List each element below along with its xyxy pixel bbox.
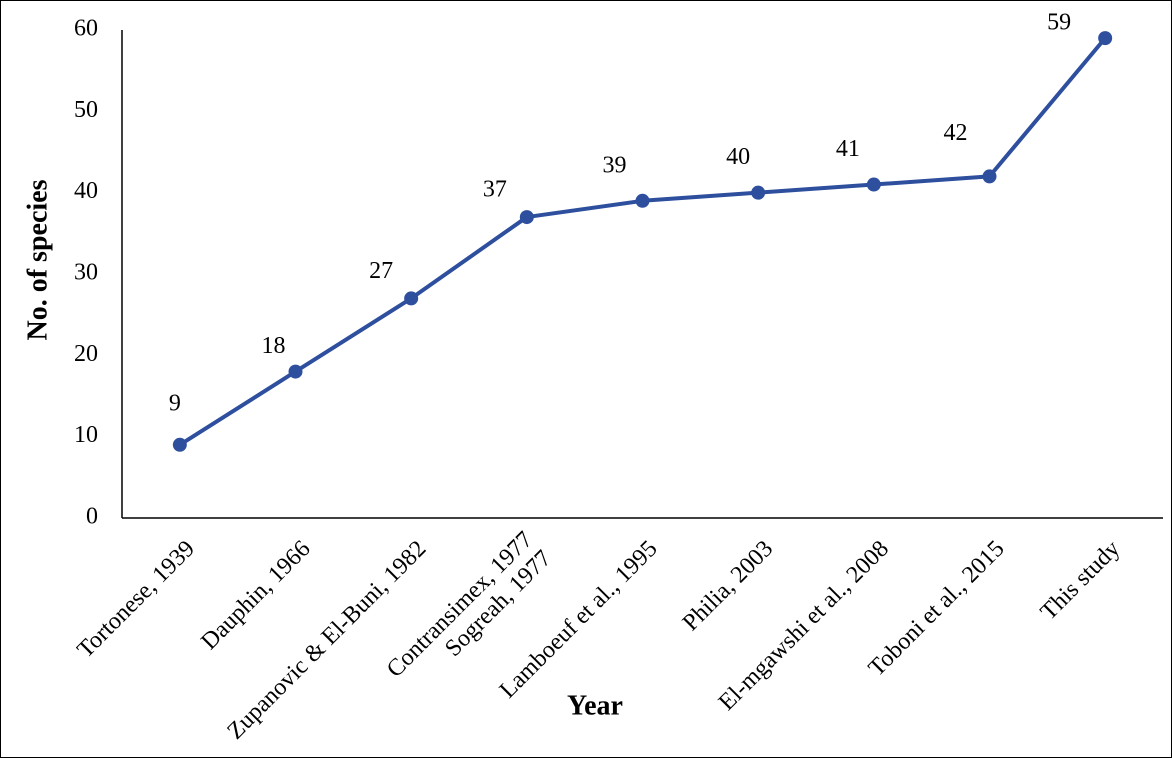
- point: [635, 193, 650, 208]
- data-label: 42: [944, 120, 968, 146]
- x-tick-label: Philia, 2003: [678, 536, 778, 636]
- y-tick-label: 60: [74, 16, 98, 42]
- x-axis-title: Year: [567, 690, 623, 721]
- line: [178, 36, 1107, 447]
- x-tick-label: This study: [1036, 536, 1126, 626]
- point: [172, 437, 187, 452]
- point: [866, 177, 881, 192]
- data-label: 40: [726, 144, 750, 170]
- point: [519, 210, 534, 225]
- y-axis-title: No. of species: [22, 179, 53, 340]
- data-label: 18: [262, 333, 286, 359]
- y-tick-label: 20: [74, 341, 98, 367]
- x-tick-label: Dauphin, 1966: [196, 536, 315, 655]
- point: [404, 291, 419, 306]
- data-label: 39: [603, 152, 627, 178]
- y-tick-label: 50: [74, 97, 98, 123]
- y-tick-label: 30: [74, 260, 98, 286]
- data-label: 59: [1047, 10, 1071, 36]
- x-tick-label: Zupanovic & El-Buni, 1982: [222, 536, 431, 745]
- data-label: 41: [836, 136, 860, 162]
- point: [288, 364, 303, 379]
- point: [982, 169, 997, 184]
- y-tick-label: 0: [86, 504, 98, 530]
- y-tick-label: 10: [74, 422, 98, 448]
- data-label: 9: [169, 390, 181, 416]
- point: [1098, 31, 1113, 46]
- point: [751, 185, 766, 200]
- data-label: 37: [483, 177, 507, 203]
- data-label: 27: [369, 258, 393, 284]
- y-tick-label: 40: [74, 178, 98, 204]
- x-tick-label: Tortonese, 1939: [72, 536, 200, 664]
